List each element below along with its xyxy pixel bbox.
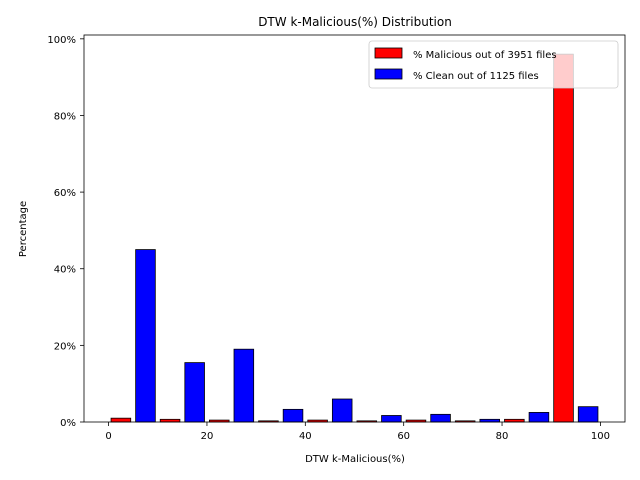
bar-malicious-9	[553, 53, 574, 423]
x-tick-label: 20	[201, 431, 214, 442]
chart-title: DTW k-Malicious(%) Distribution	[258, 15, 452, 29]
bar-clean-4	[331, 398, 353, 423]
bar-clean-6	[430, 413, 451, 423]
legend: % Malicious out of 3951 files % Clean ou…	[368, 40, 619, 89]
y-tick-label: 80%	[54, 111, 76, 122]
bar-malicious-0	[110, 417, 132, 423]
legend-frame	[368, 40, 619, 89]
x-tick-label: 60	[397, 431, 410, 442]
y-tick-label: 20%	[54, 341, 76, 352]
y-tick-label: 40%	[54, 265, 76, 276]
x-axis-label: DTW k-Malicious(%)	[305, 454, 405, 465]
x-tick-label: 40	[299, 431, 312, 442]
y-tick-label: 100%	[47, 35, 76, 46]
y-tick-label: 60%	[54, 188, 76, 199]
bar-clean-3	[282, 408, 304, 423]
legend-label-clean: % Clean out of 1125 files	[413, 71, 539, 82]
bar-clean-8	[528, 412, 550, 423]
x-tick-label: 0	[105, 431, 111, 442]
bar-clean-9	[577, 406, 599, 423]
bar-clean-2	[233, 348, 255, 423]
bars-layer	[110, 53, 599, 423]
y-tick-label: 0%	[60, 418, 76, 429]
bar-malicious-8	[504, 418, 525, 423]
bar-clean-5	[381, 415, 402, 423]
x-axis: 0 20 40 60 80 100	[105, 422, 610, 442]
bar-clean-1	[184, 362, 205, 423]
y-axis: 0% 20% 40% 60% 80% 100%	[47, 35, 84, 429]
x-tick-label: 100	[591, 431, 610, 442]
legend-swatch-clean	[374, 68, 403, 80]
legend-label-malicious: % Malicious out of 3951 files	[413, 50, 557, 61]
bar-clean-0	[135, 249, 156, 423]
bar-malicious-1	[159, 418, 181, 423]
bar-clean-7	[479, 418, 500, 423]
legend-swatch-malicious	[374, 47, 403, 59]
plot-frame	[83, 34, 626, 423]
x-tick-label: 80	[496, 431, 509, 442]
y-axis-label: Percentage	[18, 201, 29, 257]
